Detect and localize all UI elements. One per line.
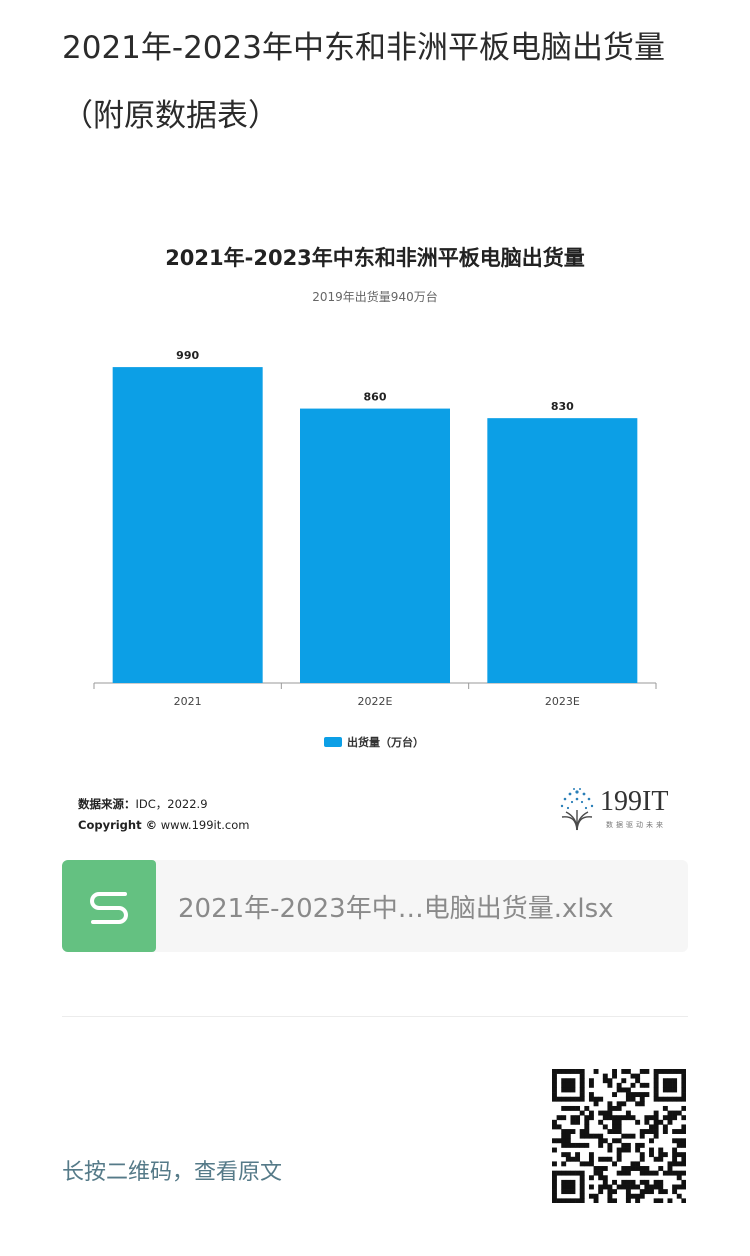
chart-card: 2021年-2023年中东和非洲平板电脑出货量 2019年出货量940万台 99… — [62, 220, 688, 840]
chart-title: 2021年-2023年中东和非洲平板电脑出货量 — [165, 246, 585, 270]
copyright-value: www.199it.com — [160, 818, 250, 832]
chart-subtitle: 2019年出货量940万台 — [312, 290, 438, 304]
article-title: 2021年-2023年中东和非洲平板电脑出货量（附原数据表） — [62, 30, 665, 134]
attachment-file-name[interactable]: 2021年-2023年中…电脑出货量.xlsx — [178, 894, 614, 924]
data-source: 数据来源：IDC，2022.9 Copyright © www.199it.co… — [78, 794, 249, 836]
source-value: IDC，2022.9 — [135, 797, 208, 811]
brand-logo: 199IT 数据驱动未来 — [554, 786, 688, 832]
bar-2021 — [112, 367, 263, 683]
data-label: 990 — [176, 349, 199, 362]
qr-code-icon[interactable] — [552, 1069, 686, 1203]
x-tick-label: 2023E — [545, 695, 580, 708]
data-label: 830 — [551, 400, 574, 413]
x-tick-label: 2022E — [358, 695, 393, 708]
source-label: 数据来源： — [78, 797, 136, 811]
chart-legend: 出货量（万台） — [324, 734, 424, 750]
bar-2022E — [300, 408, 450, 683]
copyright-label: Copyright © — [78, 818, 158, 832]
x-tick-label: 2021 — [174, 695, 202, 708]
qr-hint-text: 长按二维码，查看原文 — [62, 1160, 283, 1185]
data-label: 860 — [364, 391, 387, 404]
attachment-file-card[interactable]: 2021年-2023年中…电脑出货量.xlsx — [62, 860, 688, 952]
bar-2023E — [487, 418, 638, 683]
dandelion-logo-icon — [560, 788, 594, 831]
legend-label: 出货量（万台） — [347, 736, 424, 749]
spreadsheet-icon — [62, 860, 156, 952]
legend-swatch — [324, 737, 342, 747]
brand-name: 199IT — [600, 786, 669, 817]
divider — [62, 1016, 688, 1017]
bar-chart: 990 2021 860 2022E 830 2023E — [93, 349, 657, 708]
brand-slogan: 数据驱动未来 — [606, 821, 666, 829]
